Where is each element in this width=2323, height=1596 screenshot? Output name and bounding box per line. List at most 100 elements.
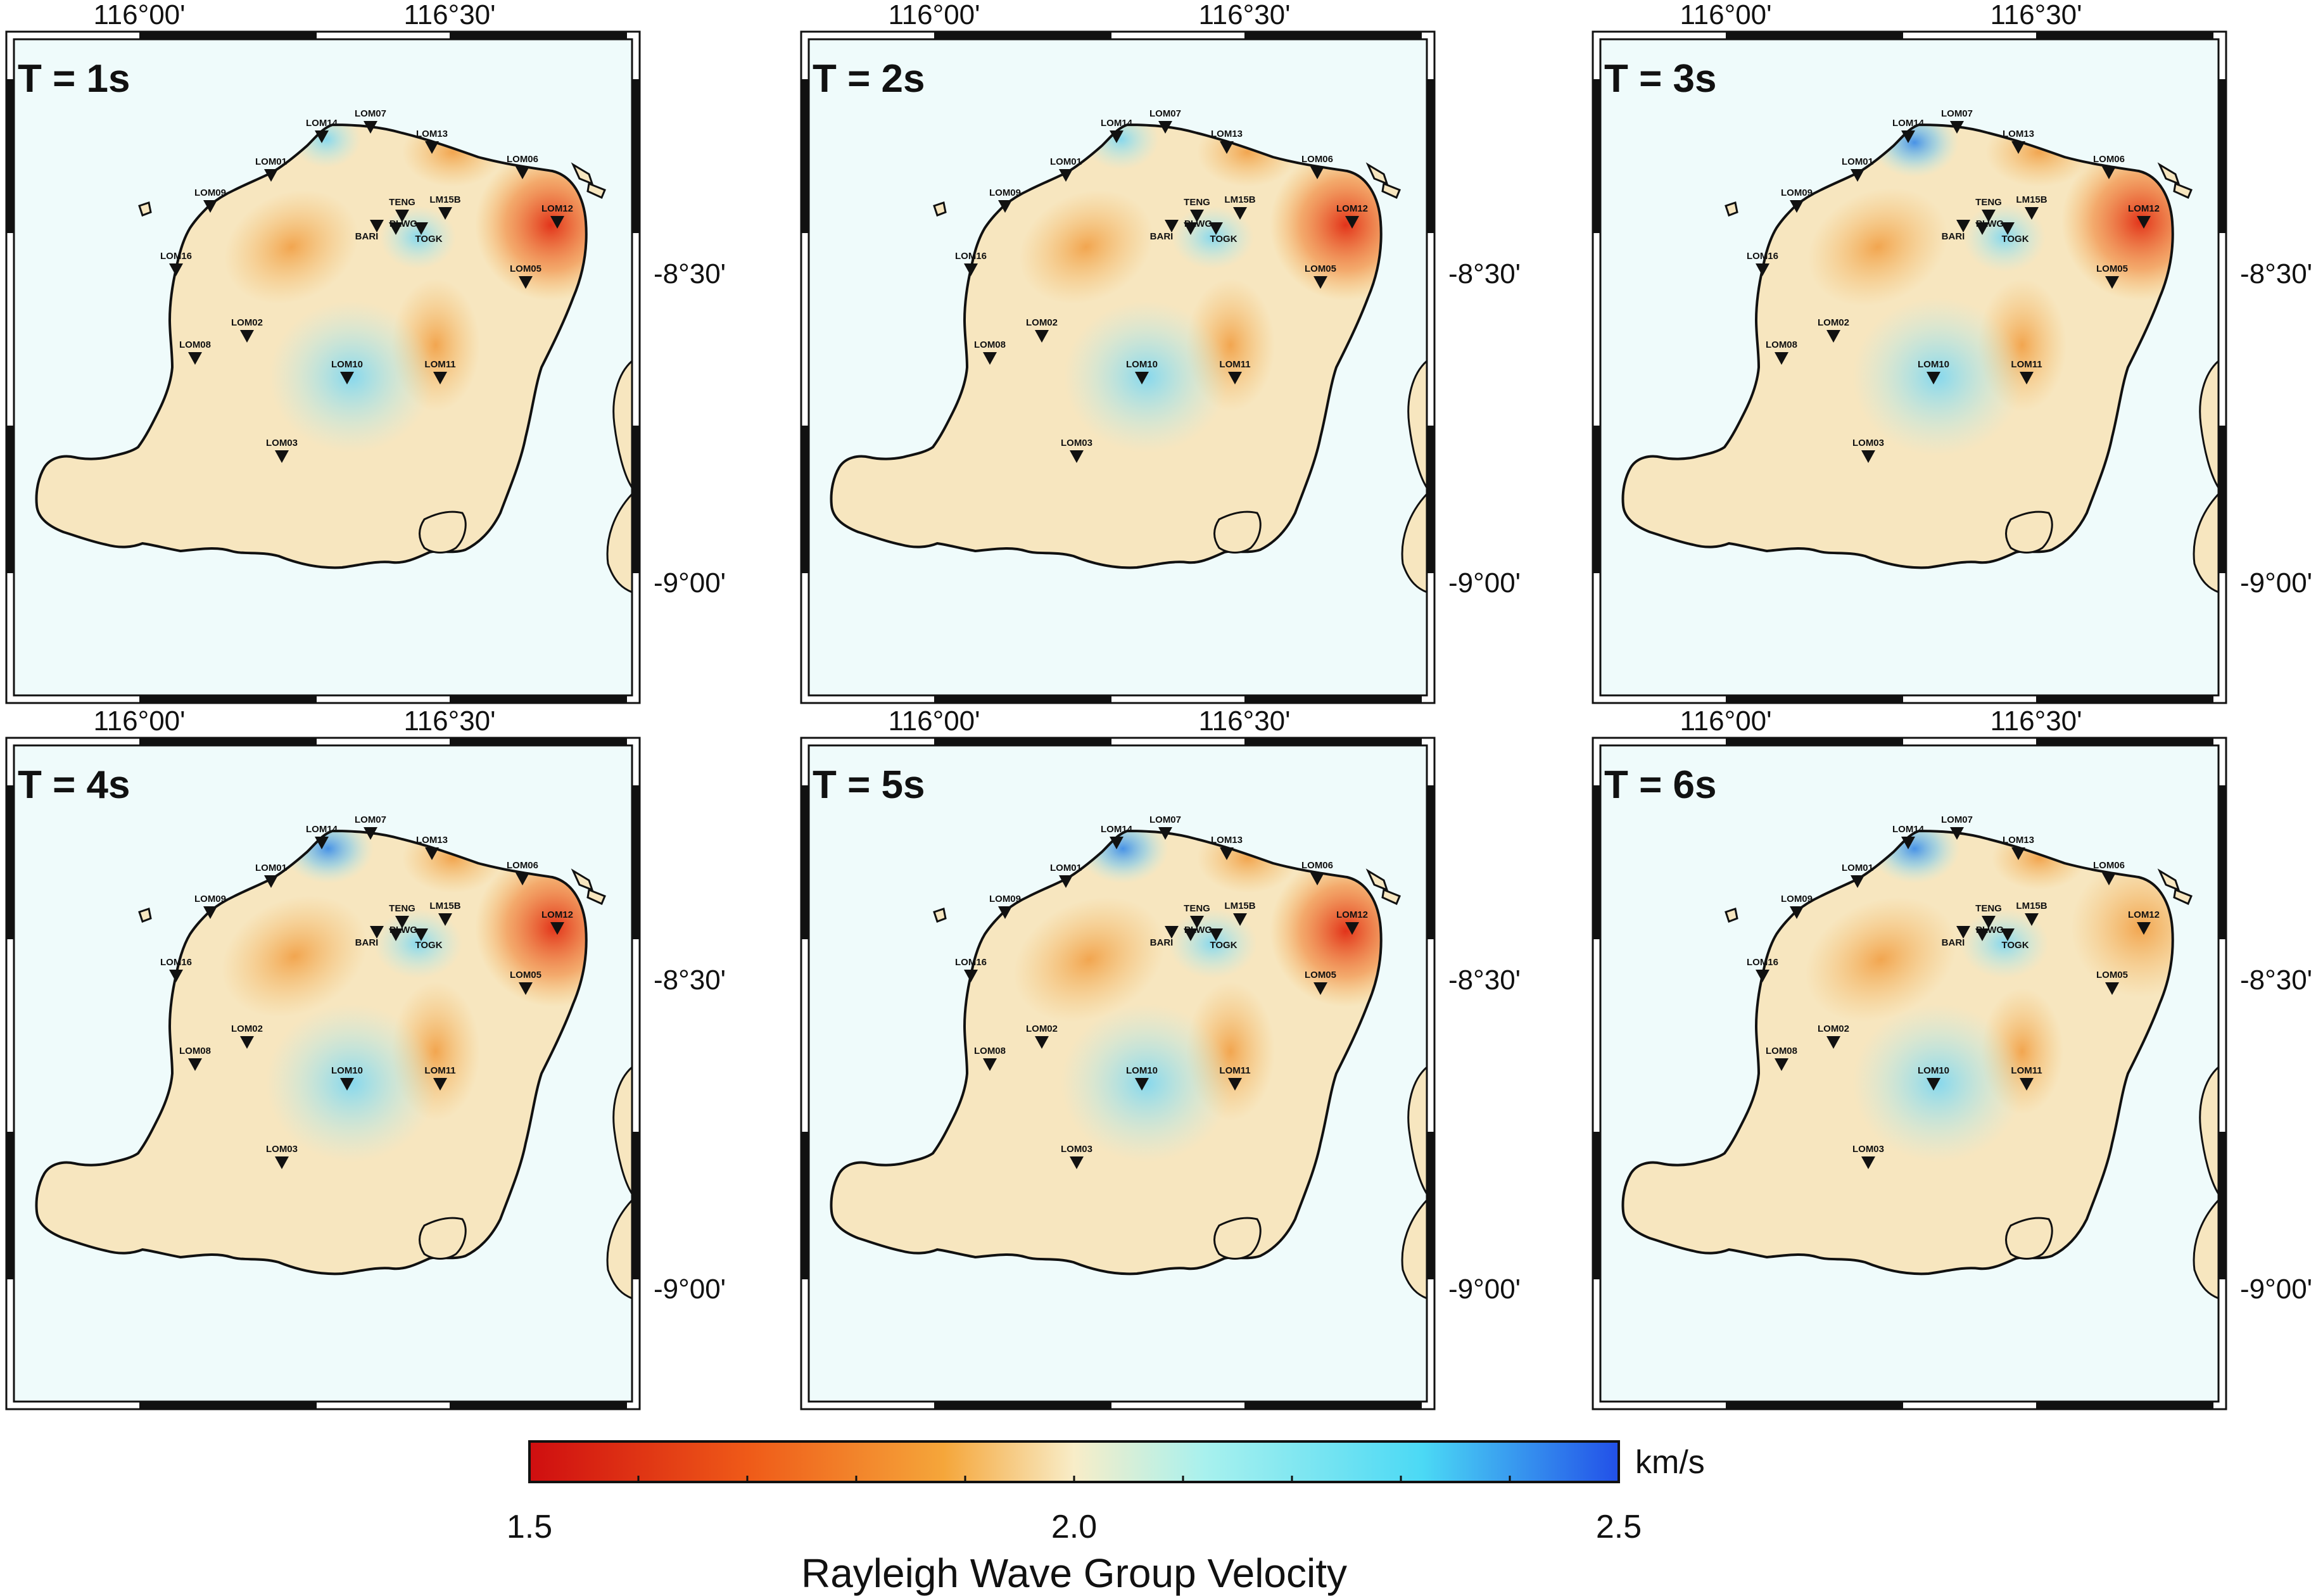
lat-tick-label: -8°30' [1448, 965, 1521, 996]
station-label: LOM14 [1892, 824, 1925, 835]
station-marker [964, 970, 978, 982]
station-marker [1110, 130, 1124, 143]
station-marker [1059, 875, 1073, 888]
panel-title: T = 5s [813, 763, 925, 807]
station-marker [2011, 847, 2025, 860]
station-marker [2001, 222, 2015, 235]
station-label: LOM09 [1781, 187, 1813, 198]
station-marker [1310, 873, 1324, 885]
station-marker [340, 372, 354, 384]
colorbar-unit: km/s [1635, 1444, 1705, 1481]
small-island [2005, 510, 2053, 554]
neighbor-island [1407, 358, 1428, 491]
map-panel: LOM07 LOM14 LOM13 LOM01 LOM06 LOM09 TENG LM15B L… [800, 706, 1521, 1410]
station-label: LOM05 [510, 263, 541, 274]
station-label: LOM16 [160, 957, 192, 968]
station-marker [1110, 837, 1124, 849]
station-label: TENG [1975, 903, 2002, 914]
station-marker [1901, 837, 1915, 849]
station-label: LOM13 [416, 129, 448, 139]
station-marker [2137, 216, 2151, 229]
station-label: LOM16 [160, 251, 192, 262]
station-label: LOM06 [1301, 154, 1333, 165]
lat-tick-label: -9°00' [2240, 1274, 2312, 1305]
station-label: TOGK [1210, 234, 1237, 244]
station-label: LOM11 [424, 1065, 455, 1076]
velocity-anomalies [221, 831, 586, 1162]
station-marker [1345, 216, 1359, 229]
station-marker [983, 352, 997, 365]
station-marker [1826, 1036, 1840, 1049]
station-marker [1775, 352, 1788, 365]
station-label: LM15B [1224, 901, 1255, 911]
station-label: LOM08 [179, 1046, 211, 1056]
station-label: TOGK [415, 940, 442, 951]
station-label: LOM10 [1126, 1065, 1158, 1076]
station-label: BARI [355, 937, 379, 948]
station-marker [433, 1078, 447, 1091]
station-marker [395, 916, 409, 928]
station-label: LOM01 [1842, 156, 1873, 167]
lat-tick-label: -8°30' [654, 965, 726, 996]
station-label: PLWG [1184, 925, 1212, 935]
colorbar-min-label: 1.5 [507, 1509, 552, 1545]
neighbor-island [1401, 1198, 1428, 1300]
station-label: LOM07 [355, 814, 386, 825]
lat-tick-label: -8°30' [654, 258, 726, 289]
station-label: LM15B [429, 901, 460, 911]
station-marker [425, 847, 439, 860]
station-label: BARI [1942, 937, 1965, 948]
station-marker [340, 1078, 354, 1091]
small-island [419, 1217, 467, 1260]
station-label: PLWG [1976, 218, 2004, 229]
station-label: LOM06 [2093, 860, 2125, 871]
station-marker [1228, 372, 1242, 384]
station-marker [188, 1058, 202, 1071]
station-label: LOM10 [1918, 1065, 1949, 1076]
station-marker [1233, 913, 1247, 926]
lat-tick-label: -8°30' [2240, 965, 2312, 996]
station-label: LOM05 [2096, 263, 2128, 274]
station-marker [364, 121, 377, 134]
station-marker [264, 169, 278, 182]
station-label: LOM13 [416, 835, 448, 846]
station-label: TENG [1184, 197, 1210, 208]
station-marker [1158, 121, 1172, 134]
station-marker [264, 875, 278, 888]
station-label: LOM01 [255, 863, 287, 873]
station-label: LOM09 [194, 187, 226, 198]
station-marker [203, 200, 217, 213]
station-marker [364, 827, 377, 840]
station-label: LOM11 [1219, 1065, 1250, 1076]
station-label: LOM11 [2011, 1065, 2042, 1076]
station-label: LOM13 [2003, 129, 2034, 139]
station-marker [240, 330, 254, 343]
station-marker [1233, 207, 1247, 220]
station-marker [1209, 928, 1223, 941]
station-marker [1070, 450, 1084, 463]
panel-title: T = 3s [1604, 57, 1717, 101]
station-label: LOM11 [1219, 359, 1250, 370]
station-marker [1756, 970, 1769, 982]
station-marker [188, 352, 202, 365]
panel-title: T = 2s [813, 57, 925, 101]
station-label: LOM02 [231, 317, 263, 328]
station-marker [1220, 141, 1234, 154]
station-marker [1310, 167, 1324, 179]
station-label: LM15B [1224, 194, 1255, 205]
lat-tick-label: -8°30' [1448, 258, 1521, 289]
station-label: LOM12 [541, 203, 573, 214]
station-label: LOM08 [1766, 339, 1797, 350]
station-marker [1184, 222, 1198, 235]
station-label: LOM16 [955, 957, 987, 968]
station-marker [516, 873, 529, 885]
station-marker [1982, 210, 1996, 222]
station-label: LOM10 [331, 359, 363, 370]
neighbor-island [1401, 491, 1428, 594]
station-label: LOM14 [306, 118, 338, 129]
panel-title: T = 4s [18, 763, 130, 807]
station-marker [414, 222, 428, 235]
lon-tick-label: 116°00' [93, 706, 185, 737]
station-label: LOM07 [1941, 108, 1973, 119]
station-marker [550, 922, 564, 935]
